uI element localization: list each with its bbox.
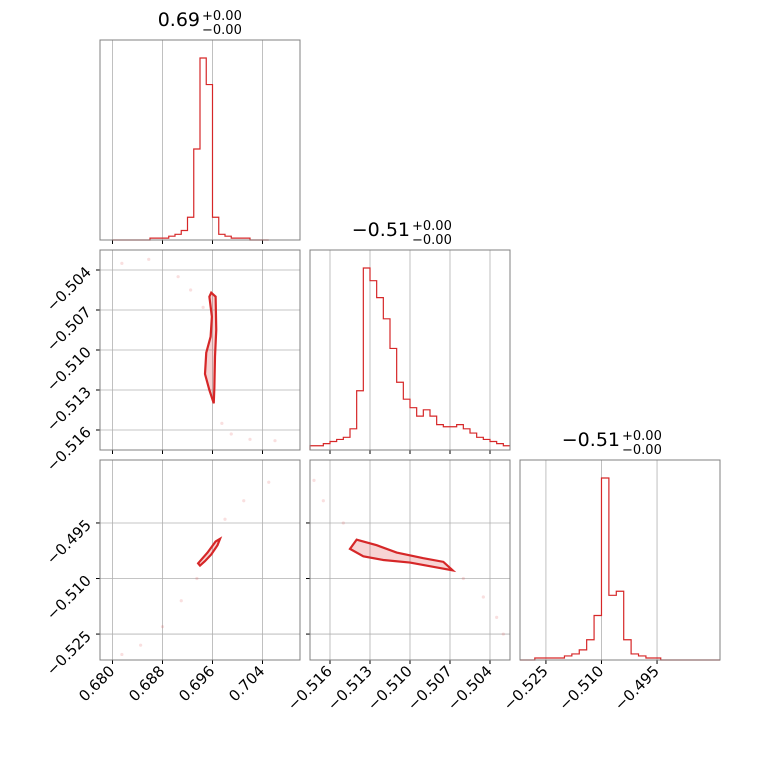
title-value: 0.69 <box>158 9 200 31</box>
x-tick-label: −0.504 <box>444 662 496 714</box>
scatter-point <box>220 421 224 425</box>
scatter-point <box>461 576 465 581</box>
scatter-point <box>242 499 246 503</box>
scatter-point <box>229 432 233 436</box>
title-minus: −0.00 <box>412 233 452 248</box>
title-value: −0.51 <box>562 429 620 451</box>
title-minus: −0.00 <box>622 443 662 458</box>
panel-frame <box>309 459 511 661</box>
histogram-0 <box>112 57 269 241</box>
x-tick-label: 0.688 <box>125 662 168 705</box>
title-value: −0.51 <box>352 219 410 241</box>
contour <box>196 536 223 568</box>
x-tick-label: 0.680 <box>75 662 118 705</box>
y-tick-label: −0.525 <box>43 627 95 679</box>
scatter-point <box>223 517 227 521</box>
panel-frame <box>519 459 721 661</box>
panel-title-2: −0.51 +0.00−0.00 <box>562 429 662 458</box>
title-plus: +0.00 <box>622 429 662 444</box>
scatter-point <box>120 652 124 657</box>
scatter-point <box>195 576 199 581</box>
scatter-point <box>321 499 325 503</box>
scatter-point <box>189 288 193 292</box>
scatter-point <box>341 521 345 525</box>
y-tick-label: −0.510 <box>43 572 95 624</box>
scatter-point <box>160 625 165 629</box>
x-tick-label: 0.696 <box>175 662 218 705</box>
scatter-point <box>147 257 151 261</box>
scatter-point <box>312 478 316 482</box>
panel-title-1: −0.51 +0.00−0.00 <box>352 219 452 248</box>
scatter-point <box>120 261 124 265</box>
scatter-point <box>176 275 180 279</box>
panel-frame <box>99 459 301 661</box>
panel-frame <box>309 249 511 451</box>
scatter-point <box>139 643 143 647</box>
y-tick-label: −0.495 <box>43 516 95 568</box>
y-tick-label: −0.504 <box>43 263 95 315</box>
x-tick-label: −0.495 <box>611 662 663 714</box>
scatter-point <box>179 599 183 603</box>
panel-frame <box>99 249 301 451</box>
scatter-point <box>481 595 485 599</box>
contour <box>348 538 457 573</box>
scatter-point <box>267 480 271 484</box>
title-plus: +0.00 <box>412 219 452 234</box>
title-minus: −0.00 <box>202 23 242 38</box>
scatter-point <box>201 305 205 309</box>
histogram-1 <box>309 267 510 450</box>
contour <box>203 290 218 404</box>
panel-frame <box>99 39 301 241</box>
title-plus: +0.00 <box>202 9 242 24</box>
x-tick-label: −0.510 <box>555 662 607 714</box>
scatter-point <box>273 439 277 443</box>
panel-title-0: 0.69 +0.00−0.00 <box>158 9 242 38</box>
histogram-2 <box>520 477 720 661</box>
scatter-point <box>495 615 499 620</box>
x-tick-label: 0.704 <box>225 662 268 705</box>
scatter-point <box>501 632 505 636</box>
x-tick-label: −0.525 <box>500 662 552 714</box>
scatter-point <box>248 437 252 441</box>
